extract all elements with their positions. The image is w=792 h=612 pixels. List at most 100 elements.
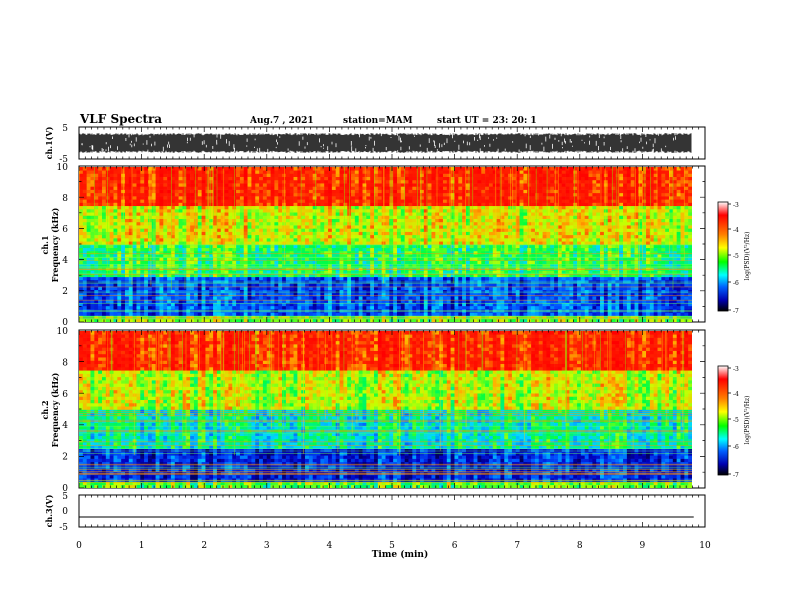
spectrogram-cell	[511, 231, 517, 236]
spectrogram-cell	[446, 299, 451, 303]
spectrogram-cell	[442, 283, 448, 287]
spectrogram-cell	[649, 283, 654, 287]
spectrogram-cell	[500, 276, 505, 281]
spectrogram-cell	[381, 221, 386, 226]
spectrogram-cell	[488, 286, 494, 291]
spectrogram-cell	[404, 228, 409, 232]
spectrogram-cell	[82, 302, 87, 307]
spectrogram-cell	[554, 267, 559, 271]
spectrogram-cell	[228, 221, 233, 226]
spectrogram-cell	[588, 244, 593, 249]
spectrogram-cell	[669, 260, 674, 265]
spectrogram-cell	[638, 299, 643, 303]
spectrogram-cell	[328, 263, 333, 268]
spectrogram-cell	[305, 221, 310, 226]
spectrogram-cell	[439, 234, 444, 239]
spectrogram-cell	[86, 309, 91, 313]
spectrogram-cell	[209, 228, 214, 232]
spectrogram-cell	[588, 273, 593, 278]
spectrogram-cell	[347, 283, 352, 287]
spectrogram-cell	[90, 289, 95, 294]
spectrogram-cell	[174, 228, 179, 232]
spectrogram-cell	[255, 260, 260, 265]
spectrogram-cell	[213, 292, 218, 297]
spectrogram-cell	[121, 250, 126, 255]
spectrogram-cell	[538, 289, 543, 294]
spectrogram-cell	[297, 228, 302, 232]
spectrogram-cell	[538, 270, 543, 274]
spectrogram-cell	[328, 241, 333, 245]
spectrogram-cell	[511, 254, 517, 258]
spectrogram-cell	[623, 228, 628, 232]
spectrogram-cell	[688, 292, 692, 297]
spectrogram-cell	[182, 299, 187, 303]
spectrogram-cell	[477, 267, 482, 271]
spectrogram-cell	[213, 244, 218, 249]
spectrogram-cell	[442, 305, 448, 310]
spectrogram-cell	[688, 221, 692, 226]
spectrogram-cell	[577, 299, 582, 303]
spectrogram-cell	[492, 260, 497, 265]
spectrogram-cell	[577, 263, 582, 268]
spectrogram-cell	[151, 283, 156, 287]
spectrogram-cell	[105, 309, 110, 313]
spectrogram-cell	[228, 234, 233, 239]
spectrogram-cell	[132, 283, 137, 287]
spectrogram-cell	[117, 276, 122, 281]
spectrogram-cell	[492, 225, 497, 229]
spectrogram-cell	[197, 228, 202, 232]
spectrogram-cell	[442, 221, 448, 226]
spectrogram-cell	[676, 225, 681, 229]
spectrogram-cell	[205, 292, 210, 297]
spectrogram-cell	[661, 244, 666, 249]
spectrogram-cell	[450, 276, 455, 281]
spectrogram-cell	[324, 302, 329, 307]
spectrogram-cell	[94, 299, 99, 303]
spectrogram-cell	[588, 318, 593, 322]
spectrogram-cell	[607, 302, 612, 307]
spectrogram-cell	[531, 250, 536, 255]
spectrogram-cell	[619, 302, 624, 307]
spectrogram-cell	[105, 231, 110, 236]
spectrogram-cell	[469, 283, 474, 287]
spectrogram-cell	[672, 292, 677, 297]
spectrogram-cell	[442, 244, 448, 249]
spectrogram-cell	[538, 225, 543, 229]
spectrogram-cell	[584, 231, 589, 236]
spectrogram-cell	[113, 244, 118, 249]
spectrogram-cell	[170, 273, 176, 278]
spectrogram-cell	[688, 312, 692, 316]
spectrogram-cell	[243, 228, 248, 232]
spectrogram-cell	[220, 289, 225, 294]
spectrogram-cell	[98, 273, 103, 278]
spectrogram-cell	[351, 273, 356, 278]
spectrogram-cell	[308, 244, 314, 249]
spectrogram-cell	[170, 312, 176, 316]
spectrogram-cell	[626, 225, 631, 229]
spectrogram-cell	[469, 267, 474, 271]
spectrogram-cell	[435, 244, 440, 249]
spectrogram-cell	[527, 309, 532, 313]
spectrogram-cell	[439, 260, 444, 265]
spectrogram-cell	[565, 231, 570, 236]
spectrogram-cell	[94, 289, 99, 294]
spectrogram-cell	[228, 305, 233, 310]
spectrogram-cell	[561, 289, 566, 294]
spectrogram-cell	[546, 309, 551, 313]
spectrogram-cell	[481, 286, 486, 291]
spectrogram-cell	[270, 292, 275, 297]
spectrogram-cell	[190, 270, 195, 274]
spectrogram-cell	[485, 273, 490, 278]
spectrogram-cell	[167, 225, 172, 229]
spectrogram-cell	[669, 318, 674, 322]
spectrogram-cell	[320, 254, 325, 258]
spectrogram-cell	[588, 260, 593, 265]
spectrogram-cell	[305, 283, 310, 287]
spectrogram-cell	[573, 305, 578, 310]
spectrogram-cell	[159, 247, 164, 252]
spectrogram-cell	[117, 273, 122, 278]
spectrogram-cell	[680, 267, 685, 271]
spectrogram-cell	[182, 221, 187, 226]
spectrogram-cell	[213, 225, 218, 229]
spectrogram-cell	[259, 302, 264, 307]
